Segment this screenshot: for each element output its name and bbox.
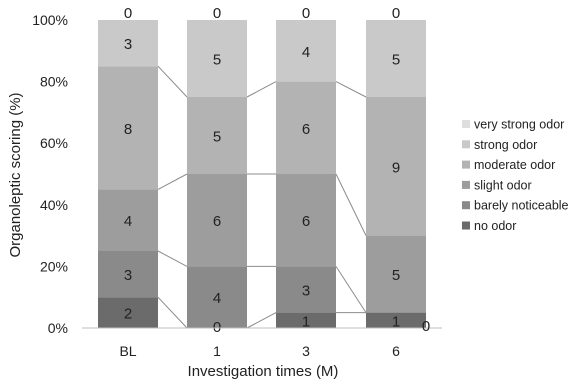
data-label: 6: [302, 213, 310, 230]
series-connector-line: [157, 173, 188, 190]
legend-swatch: [462, 120, 470, 128]
data-label: 5: [392, 52, 400, 69]
bars: [98, 20, 426, 328]
bar-segment: [98, 20, 158, 67]
legend-label: slight odor: [474, 178, 532, 192]
bar-segment: [187, 97, 247, 174]
legend-swatch: [462, 221, 470, 230]
data-label: 4: [213, 290, 221, 307]
series-connector-line: [157, 296, 188, 329]
data-label: 6: [213, 213, 221, 230]
data-label: 2: [124, 306, 132, 323]
legend-label: very strong odor: [474, 118, 564, 132]
bar-segment: [276, 20, 336, 82]
x-tick-label: 3: [302, 343, 310, 359]
bar-segment: [98, 251, 158, 298]
bar-segment: [366, 97, 426, 236]
data-label: 0: [213, 5, 221, 22]
y-tick-label: 40%: [40, 197, 68, 213]
bar-segment: [276, 174, 336, 267]
bar-segment: [98, 297, 158, 328]
x-tick-label: 1: [213, 343, 221, 359]
y-tick-label: 100%: [32, 12, 68, 28]
axes: 0% 20% 40% 60% 80% 100% BL 1 3 6: [32, 12, 442, 359]
bar-segment: [98, 66, 158, 190]
series-connector-line: [335, 81, 367, 98]
series-connector-line: [157, 250, 188, 267]
data-label: 6: [302, 121, 310, 138]
bar-segment: [276, 312, 336, 328]
legend-label: strong odor: [474, 138, 537, 152]
series-connector-line: [335, 266, 367, 313]
series-connector-line: [157, 65, 188, 98]
data-label: 4: [124, 213, 132, 230]
data-label: 5: [392, 267, 400, 284]
y-tick-label: 60%: [40, 135, 68, 151]
legend-label: moderate odor: [474, 158, 555, 172]
legend-swatch: [462, 140, 470, 149]
data-label: 3: [124, 267, 132, 284]
y-axis-title: Organoleptic scoring (%): [7, 92, 24, 257]
bar-segment: [98, 189, 158, 251]
series-connector-line: [246, 81, 277, 98]
data-label: 1: [392, 313, 400, 330]
data-label: 8: [124, 121, 132, 138]
bar-segment: [366, 312, 426, 328]
y-tick-label: 80%: [40, 74, 68, 90]
bar-segment: [276, 266, 336, 313]
series-connector-line: [335, 173, 367, 236]
data-label: 1: [302, 313, 310, 330]
data-label: 3: [124, 36, 132, 53]
x-tick-label: BL: [119, 343, 136, 359]
bar-segment: [366, 20, 426, 97]
data-label: 5: [213, 129, 221, 146]
legend-swatch: [462, 201, 470, 210]
series-connector-line: [246, 312, 277, 329]
data-label: 5: [213, 52, 221, 69]
connector-lines: [157, 65, 367, 329]
legend: very strong odor strong odor moderate odor…: [462, 118, 569, 233]
data-label: 4: [302, 44, 310, 61]
extra-data-label: 0: [422, 318, 430, 335]
legend-swatch: [462, 160, 470, 169]
legend-label: no odor: [474, 219, 516, 233]
data-label: 3: [302, 283, 310, 300]
legend-swatch: [462, 180, 470, 189]
y-tick-label: 0%: [48, 320, 68, 336]
legend-label: barely noticeable: [474, 199, 569, 213]
data-label: 9: [392, 159, 400, 176]
bar-segment: [187, 20, 247, 97]
bar-segment: [366, 235, 426, 313]
x-axis-title: Investigation times (M): [188, 363, 339, 380]
data-label: 0: [392, 5, 400, 22]
bar-segment: [276, 81, 336, 174]
bar-segment: [187, 174, 247, 267]
x-tick-label: 6: [392, 343, 400, 359]
data-label: 0: [302, 5, 310, 22]
y-tick-label: 20%: [40, 258, 68, 274]
bar-segment: [187, 266, 247, 328]
data-label: 0: [124, 5, 132, 22]
